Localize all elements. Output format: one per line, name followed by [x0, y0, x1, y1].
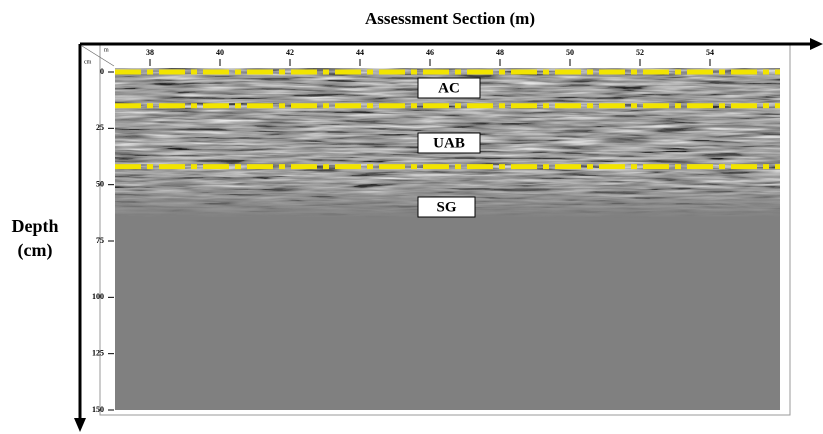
- x-tick-label: 42: [286, 48, 294, 57]
- y-unit: cm: [84, 59, 92, 65]
- x-tick-label: 46: [426, 48, 434, 57]
- layer-label: AC: [438, 80, 460, 96]
- y-tick-label: 100: [92, 292, 104, 301]
- x-axis-title: Assessment Section (m): [365, 9, 535, 28]
- y-tick-label: 0: [100, 67, 104, 76]
- layer-label: UAB: [433, 135, 465, 151]
- x-tick-label: 52: [636, 48, 644, 57]
- layer-label-box: [417, 77, 481, 99]
- y-tick-label: 125: [92, 348, 104, 357]
- x-tick-label: 40: [216, 48, 224, 57]
- y-tick-label: 25: [96, 123, 104, 132]
- x-unit: m: [104, 47, 109, 53]
- y-tick-label: 75: [96, 236, 104, 245]
- x-tick-label: 54: [706, 48, 714, 57]
- corner-line: [81, 45, 115, 67]
- x-tick-label: 38: [146, 48, 154, 57]
- y-arrow-head: [74, 418, 86, 432]
- x-tick-label: 50: [566, 48, 574, 57]
- y-axis-title: Depth (cm): [11, 216, 59, 260]
- x-tick-label: 48: [496, 48, 504, 57]
- x-tick-label: 44: [356, 48, 364, 57]
- layer-label-box: [417, 132, 481, 154]
- x-arrow-head: [810, 38, 823, 50]
- layer-label: SG: [436, 199, 456, 215]
- y-tick-label: 50: [96, 179, 104, 188]
- y-tick-label: 150: [92, 405, 104, 414]
- layer-label-box: [417, 196, 476, 218]
